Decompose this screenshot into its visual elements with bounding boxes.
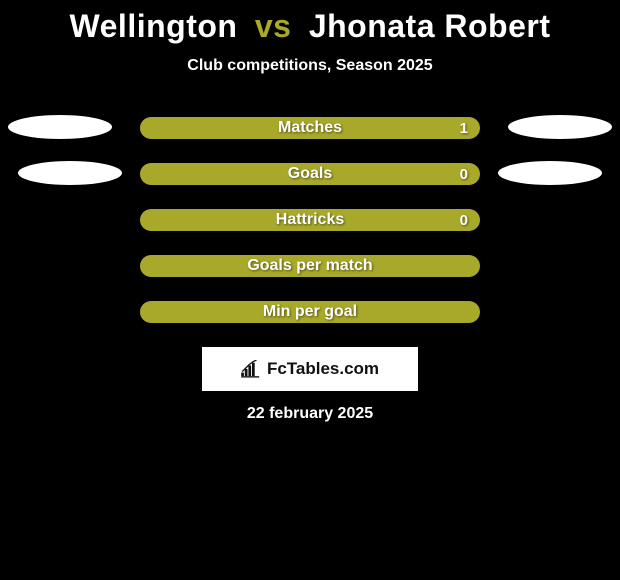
stat-bar: Min per goal xyxy=(140,301,480,323)
stat-label: Goals xyxy=(288,165,332,183)
stat-row: Goals per match xyxy=(0,255,620,277)
subtitle: Club competitions, Season 2025 xyxy=(0,57,620,75)
player1-name: Wellington xyxy=(70,8,238,44)
comparison-card: Wellington vs Jhonata Robert Club compet… xyxy=(0,0,620,423)
stat-row: Min per goal xyxy=(0,301,620,323)
stat-row: Hattricks 0 xyxy=(0,209,620,231)
stat-label: Goals per match xyxy=(247,257,372,275)
stat-bar: Hattricks 0 xyxy=(140,209,480,231)
stat-label: Matches xyxy=(278,119,342,137)
oval-left xyxy=(18,161,122,185)
stat-value: 1 xyxy=(460,120,468,137)
vs-text: vs xyxy=(255,8,292,44)
stat-rows: Matches 1 Goals 0 Hattricks 0 Goals per … xyxy=(0,117,620,323)
date-text: 22 february 2025 xyxy=(0,405,620,423)
bar-chart-icon xyxy=(241,360,263,378)
stat-bar: Goals 0 xyxy=(140,163,480,185)
logo-box: FcTables.com xyxy=(202,347,418,391)
oval-left xyxy=(8,115,112,139)
stat-value: 0 xyxy=(460,212,468,229)
stat-value: 0 xyxy=(460,166,468,183)
stat-row: Matches 1 xyxy=(0,117,620,139)
stat-row: Goals 0 xyxy=(0,163,620,185)
oval-right xyxy=(508,115,612,139)
oval-right xyxy=(498,161,602,185)
stat-bar: Goals per match xyxy=(140,255,480,277)
stat-label: Min per goal xyxy=(263,303,357,321)
title: Wellington vs Jhonata Robert xyxy=(0,8,620,45)
player2-name: Jhonata Robert xyxy=(309,8,551,44)
logo-text: FcTables.com xyxy=(267,359,379,379)
stat-bar: Matches 1 xyxy=(140,117,480,139)
stat-label: Hattricks xyxy=(276,211,344,229)
